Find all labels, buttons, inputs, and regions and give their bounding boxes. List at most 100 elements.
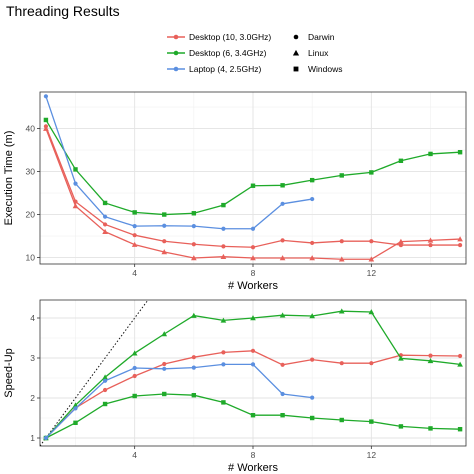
point-laptop-4-2-5ghz-circle-7 bbox=[221, 226, 226, 231]
point-desktop-6-3-4ghz-triangle-4 bbox=[131, 350, 138, 356]
point-desktop-6-3-4ghz-triangle-15 bbox=[457, 361, 463, 367]
point-desktop-6-3-4ghz-triangle-10 bbox=[309, 313, 316, 319]
point-laptop-4-2-5ghz-circle-8 bbox=[250, 362, 256, 367]
point-desktop-6-3-4ghz-square-4 bbox=[132, 210, 137, 215]
x-axis-title: # Workers bbox=[228, 280, 278, 292]
legend-key-dot-desktop-6-3-4ghz bbox=[173, 50, 179, 56]
point-desktop-6-3-4ghz-square-11 bbox=[339, 417, 344, 423]
point-laptop-4-2-5ghz-circle-10 bbox=[310, 196, 315, 202]
point-desktop-10-3-0ghz-circle-3 bbox=[102, 222, 108, 227]
point-desktop-10-3-0ghz-triangle-11 bbox=[338, 256, 345, 262]
point-desktop-10-3-0ghz-circle-15 bbox=[457, 353, 463, 359]
point-desktop-10-3-0ghz-circle-10 bbox=[310, 357, 315, 362]
point-laptop-4-2-5ghz-circle-7 bbox=[221, 362, 226, 367]
legend-label-laptop-4-2-5ghz: Laptop (4, 2.5GHz) bbox=[189, 64, 261, 74]
point-desktop-10-3-0ghz-circle-13 bbox=[398, 242, 404, 248]
point-laptop-4-2-5ghz-circle-2 bbox=[73, 181, 78, 186]
point-desktop-10-3-0ghz-triangle-14 bbox=[427, 237, 434, 243]
point-desktop-6-3-4ghz-square-12 bbox=[369, 170, 374, 175]
point-desktop-10-3-0ghz-circle-7 bbox=[221, 350, 226, 355]
point-desktop-6-3-4ghz-square-12 bbox=[369, 419, 374, 424]
point-desktop-6-3-4ghz-square-8 bbox=[250, 183, 256, 188]
point-desktop-10-3-0ghz-triangle-12 bbox=[368, 256, 375, 262]
plot-area bbox=[40, 300, 463, 446]
point-desktop-10-3-0ghz-circle-14 bbox=[428, 353, 433, 358]
point-laptop-4-2-5ghz-circle-5 bbox=[162, 366, 167, 371]
point-desktop-10-3-0ghz-circle-4 bbox=[132, 373, 137, 379]
legend-label-desktop-6-3-4ghz: Desktop (6, 3.4GHz) bbox=[189, 48, 267, 58]
point-desktop-10-3-0ghz-triangle-1 bbox=[43, 125, 49, 131]
point-desktop-10-3-0ghz-circle-7 bbox=[221, 244, 226, 249]
y-tick-label-40: 40 bbox=[26, 124, 36, 134]
y-tick-label-30: 30 bbox=[26, 167, 36, 177]
point-desktop-6-3-4ghz-triangle-6 bbox=[190, 312, 197, 318]
point-laptop-4-2-5ghz-circle-2 bbox=[73, 406, 78, 411]
ideal-speedup-line bbox=[40, 300, 149, 446]
point-desktop-6-3-4ghz-square-9 bbox=[280, 183, 285, 188]
point-desktop-6-3-4ghz-square-3 bbox=[102, 200, 108, 206]
point-desktop-10-3-0ghz-circle-14 bbox=[428, 242, 433, 248]
point-laptop-4-2-5ghz-circle-3 bbox=[102, 214, 108, 219]
point-desktop-6-3-4ghz-square-6 bbox=[191, 211, 197, 216]
x-tick-label-4: 4 bbox=[132, 268, 137, 278]
y-tick-label-4: 4 bbox=[30, 313, 35, 323]
point-desktop-6-3-4ghz-triangle-5 bbox=[161, 331, 168, 337]
point-desktop-10-3-0ghz-triangle-5 bbox=[161, 249, 168, 255]
point-desktop-10-3-0ghz-circle-11 bbox=[339, 239, 344, 244]
point-desktop-10-3-0ghz-circle-15 bbox=[457, 242, 463, 248]
point-desktop-6-3-4ghz-square-1 bbox=[43, 117, 49, 123]
point-desktop-6-3-4ghz-square-2 bbox=[73, 420, 78, 426]
point-desktop-6-3-4ghz-square-5 bbox=[162, 391, 167, 397]
point-desktop-10-3-0ghz-circle-9 bbox=[280, 362, 285, 367]
legend-label-desktop-10-3-0ghz: Desktop (10, 3.0GHz) bbox=[189, 32, 271, 42]
point-desktop-6-3-4ghz-triangle-13 bbox=[398, 355, 404, 361]
x-tick-label-12: 12 bbox=[367, 268, 377, 278]
point-desktop-10-3-0ghz-triangle-7 bbox=[220, 253, 227, 259]
point-desktop-10-3-0ghz-triangle-9 bbox=[279, 255, 286, 261]
point-desktop-10-3-0ghz-circle-12 bbox=[369, 361, 374, 366]
point-desktop-10-3-0ghz-circle-5 bbox=[162, 361, 167, 367]
point-desktop-6-3-4ghz-square-5 bbox=[162, 212, 167, 217]
point-desktop-6-3-4ghz-square-9 bbox=[280, 412, 285, 418]
point-desktop-10-3-0ghz-circle-6 bbox=[191, 242, 196, 247]
point-laptop-4-2-5ghz-circle-5 bbox=[162, 223, 167, 228]
point-desktop-10-3-0ghz-circle-6 bbox=[191, 355, 196, 360]
point-desktop-6-3-4ghz-square-10 bbox=[309, 177, 315, 183]
y-tick-label-1: 1 bbox=[30, 433, 35, 443]
point-desktop-6-3-4ghz-triangle-12 bbox=[368, 309, 375, 315]
y-tick-label-3: 3 bbox=[30, 353, 35, 363]
point-desktop-6-3-4ghz-square-11 bbox=[339, 173, 344, 178]
y-axis-title: Speed-Up bbox=[3, 348, 15, 398]
point-desktop-6-3-4ghz-triangle-7 bbox=[220, 317, 227, 323]
point-laptop-4-2-5ghz-circle-9 bbox=[280, 391, 285, 397]
point-desktop-10-3-0ghz-triangle-3 bbox=[102, 228, 108, 235]
point-desktop-6-3-4ghz-triangle-11 bbox=[338, 308, 345, 314]
point-desktop-6-3-4ghz-triangle-14 bbox=[427, 357, 434, 364]
point-desktop-10-3-0ghz-circle-8 bbox=[250, 245, 256, 250]
figure-title: Threading Results bbox=[6, 3, 120, 19]
point-desktop-6-3-4ghz-square-2 bbox=[73, 167, 78, 172]
series-line-laptop-4-2-5ghz-circle bbox=[45, 363, 313, 439]
point-desktop-10-3-0ghz-circle-11 bbox=[339, 361, 344, 366]
legend-key-dot-laptop-4-2-5ghz bbox=[173, 66, 179, 72]
point-desktop-10-3-0ghz-circle-12 bbox=[369, 239, 374, 244]
legend-label-linux: Linux bbox=[308, 48, 329, 58]
point-desktop-6-3-4ghz-square-8 bbox=[250, 412, 256, 418]
legend-label-darwin: Darwin bbox=[308, 32, 335, 42]
x-axis-title: # Workers bbox=[228, 462, 278, 474]
point-desktop-10-3-0ghz-triangle-4 bbox=[131, 241, 138, 247]
point-desktop-10-3-0ghz-triangle-2 bbox=[72, 203, 79, 209]
point-desktop-10-3-0ghz-circle-10 bbox=[310, 240, 315, 246]
point-desktop-6-3-4ghz-square-7 bbox=[221, 400, 226, 405]
point-laptop-4-2-5ghz-circle-1 bbox=[43, 94, 49, 99]
legend: Desktop (10, 3.0GHz) Desktop (6, 3.4GHz) L… bbox=[167, 32, 342, 74]
point-desktop-6-3-4ghz-triangle-3 bbox=[102, 374, 108, 380]
legend-key-shape-linux bbox=[292, 49, 300, 56]
point-laptop-4-2-5ghz-circle-9 bbox=[280, 201, 285, 206]
point-desktop-10-3-0ghz-circle-8 bbox=[250, 348, 256, 353]
point-desktop-10-3-0ghz-triangle-13 bbox=[398, 238, 404, 244]
y-tick-label-10: 10 bbox=[26, 253, 36, 263]
point-desktop-6-3-4ghz-square-13 bbox=[398, 158, 404, 164]
series-line-laptop-4-2-5ghz-circle bbox=[45, 96, 313, 230]
